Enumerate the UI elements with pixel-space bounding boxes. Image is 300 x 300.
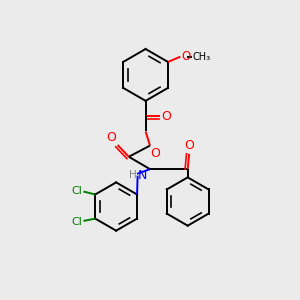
Text: O: O bbox=[184, 140, 194, 152]
Text: O: O bbox=[161, 110, 171, 123]
Text: O: O bbox=[151, 147, 160, 160]
Text: Cl: Cl bbox=[71, 186, 82, 196]
Text: CH₃: CH₃ bbox=[193, 52, 211, 62]
Text: Cl: Cl bbox=[71, 217, 82, 226]
Text: O: O bbox=[106, 131, 116, 144]
Text: N: N bbox=[138, 169, 147, 182]
Text: O: O bbox=[181, 50, 190, 63]
Text: H: H bbox=[129, 170, 136, 180]
